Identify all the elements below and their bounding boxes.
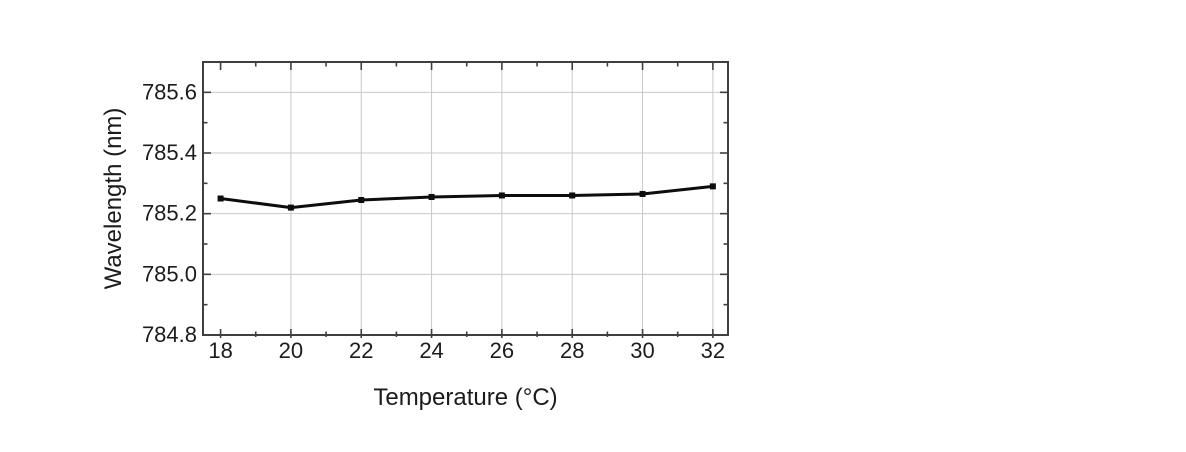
data-point-marker	[569, 192, 576, 199]
data-point-marker	[709, 183, 716, 190]
x-tick-label: 22	[349, 338, 373, 363]
x-tick-label: 32	[701, 338, 725, 363]
y-tick-label: 785.6	[142, 79, 197, 104]
data-point-marker	[217, 195, 224, 202]
data-point-marker	[428, 193, 435, 200]
y-tick-label: 785.4	[142, 140, 197, 165]
x-tick-label: 30	[630, 338, 654, 363]
x-axis-title: Temperature (°C)	[373, 384, 557, 411]
data-point-marker	[639, 190, 646, 197]
y-tick-label: 784.8	[142, 322, 197, 347]
y-tick-label: 785.0	[142, 261, 197, 286]
x-tick-label: 20	[279, 338, 303, 363]
data-line	[219, 184, 715, 210]
y-axis-title: Wavelength (nm)	[100, 108, 127, 290]
tick-labels: 18 20 22 24 26 28 30 32 784.8 785.0 785.2 785.4 785.…	[142, 79, 725, 363]
axis-ticks	[203, 62, 728, 338]
data-series	[217, 183, 716, 211]
x-tick-label: 18	[208, 338, 232, 363]
data-point-marker	[498, 192, 505, 199]
data-point-marker	[358, 197, 365, 204]
x-tick-label: 28	[560, 338, 584, 363]
plot-frame	[202, 61, 729, 336]
data-point-marker	[287, 204, 294, 211]
x-tick-label: 24	[419, 338, 443, 363]
x-tick-label: 26	[490, 338, 514, 363]
gridlines	[203, 62, 728, 335]
y-tick-label: 785.2	[142, 201, 197, 226]
